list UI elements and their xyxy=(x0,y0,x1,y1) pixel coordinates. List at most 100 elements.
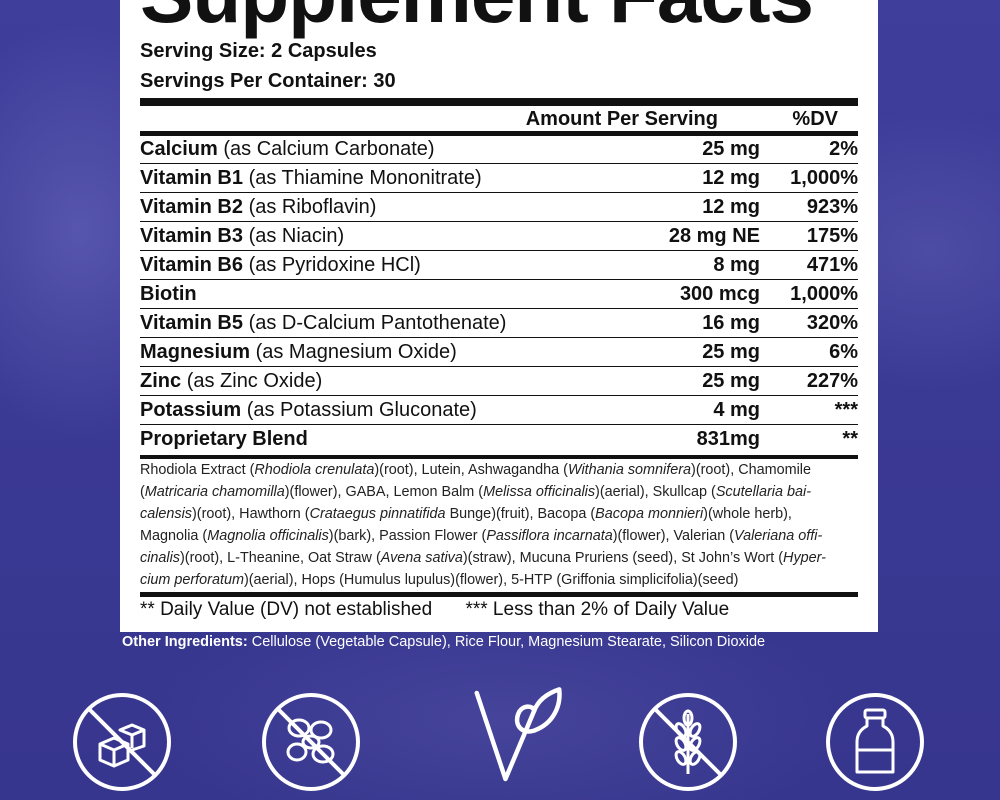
proprietary-blend-ingredients: Rhodiola Extract (Rhodiola crenulata)(ro… xyxy=(140,459,858,591)
botanical-name: cinalis xyxy=(140,550,180,566)
ingredient-text: Bunge)(fruit), Bacopa ( xyxy=(445,506,596,522)
nutrient-amount: 300 mcg xyxy=(679,283,760,305)
table-row: Vitamin B3 (as Niacin) 28 mg NE 175% xyxy=(140,222,858,251)
nutrient-name: Vitamin B3 (as Niacin) xyxy=(140,225,345,247)
nutrient-dv: 6% xyxy=(829,341,858,363)
divider-mid xyxy=(140,131,858,136)
nutrient-amount: 4 mg xyxy=(713,399,760,421)
nutrient-amount: 12 mg xyxy=(702,167,760,189)
table-row: Proprietary Blend 831mg ** xyxy=(140,425,858,453)
no-gluten-icon xyxy=(639,693,737,791)
nutrient-amount: 831mg xyxy=(696,428,760,450)
nutrient-name: Zinc (as Zinc Oxide) xyxy=(140,370,323,392)
nutrient-name: Potassium (as Potassium Gluconate) xyxy=(140,399,477,421)
nutrient-dv: 923% xyxy=(806,196,858,218)
nutrient-dv: 1,000% xyxy=(790,167,858,189)
nutrient-name: Biotin xyxy=(140,283,197,305)
ingredient-text: )(bark), Passion Flower ( xyxy=(328,528,487,544)
nutrient-name: Vitamin B2 (as Riboflavin) xyxy=(140,196,377,218)
divider-bottom xyxy=(140,592,858,597)
nutrient-source: (as Pyridoxine HCl) xyxy=(248,254,421,276)
botanical-name: Withania somnifera xyxy=(567,462,692,478)
botanical-name: Melissa officinalis xyxy=(483,484,596,500)
botanical-name: Hyper- xyxy=(783,550,826,566)
nutrient-name: Calcium (as Calcium Carbonate) xyxy=(140,138,435,160)
nutrient-name: Vitamin B5 (as D-Calcium Pantothenate) xyxy=(140,312,507,334)
ingredient-text: )(root), Lutein, Ashwagandha ( xyxy=(374,462,568,478)
ingredient-text: ( xyxy=(140,484,145,500)
nutrient-source: (as Potassium Gluconate) xyxy=(246,399,477,421)
botanical-name: Avena sativa xyxy=(380,550,463,566)
blend-line: (Matricaria chamomilla)(flower), GABA, L… xyxy=(140,481,858,503)
ingredient-text: )(aerial), Hops (Humulus lupulus)(flower… xyxy=(243,572,739,588)
dietary-icons xyxy=(0,672,1000,800)
other-ingredients-text: Cellulose (Vegetable Capsule), Rice Flou… xyxy=(247,634,766,650)
nutrient-source: (as Thiamine Mononitrate) xyxy=(248,167,482,189)
footnote-not-established: ** Daily Value (DV) not established xyxy=(140,599,433,620)
botanical-name: Passiflora incarnata xyxy=(486,528,613,544)
other-ingredients: Other Ingredients: Cellulose (Vegetable … xyxy=(122,634,765,650)
ingredient-text: )(root), Hawthorn ( xyxy=(192,506,310,522)
blend-line: cinalis)(root), L-Theanine, Oat Straw (A… xyxy=(140,547,858,569)
nutrient-dv: 1,000% xyxy=(790,283,858,305)
botanical-name: cium perforatum xyxy=(140,572,244,588)
nutrient-dv: 175% xyxy=(806,225,858,247)
ingredient-text: )(flower), Valerian ( xyxy=(612,528,734,544)
amount-header: Amount Per Serving xyxy=(525,108,718,130)
nutrient-dv: 471% xyxy=(806,254,858,276)
page-title: Supplement Facts xyxy=(140,0,814,35)
nutrient-source: (as Calcium Carbonate) xyxy=(223,138,435,160)
botanical-name: calensis xyxy=(140,506,192,522)
nutrient-source: (as Niacin) xyxy=(248,225,345,247)
botanical-name: Matricaria chamomilla xyxy=(144,484,285,500)
nutrient-amount: 28 mg NE xyxy=(668,225,760,247)
nutrient-dv: 320% xyxy=(806,312,858,334)
table-row: Vitamin B2 (as Riboflavin) 12 mg 923% xyxy=(140,193,858,222)
no-dairy-icon xyxy=(826,693,924,791)
nutrient-amount: 12 mg xyxy=(702,196,760,218)
nutrient-dv: ** xyxy=(842,428,858,450)
footnote-less-than-2: *** Less than 2% of Daily Value xyxy=(465,599,730,620)
nutrient-amount: 16 mg xyxy=(702,312,760,334)
nutrient-amount: 25 mg xyxy=(702,370,760,392)
botanical-name: Rhodiola crenulata xyxy=(254,462,375,478)
ingredient-text: )(straw), Mucuna Pruriens (seed), St Joh… xyxy=(462,550,784,566)
table-row: Calcium (as Calcium Carbonate) 25 mg 2% xyxy=(140,135,858,164)
table-row: Potassium (as Potassium Gluconate) 4 mg **… xyxy=(140,396,858,425)
nutrient-dv: 227% xyxy=(806,370,858,392)
nutrient-name: Vitamin B1 (as Thiamine Mononitrate) xyxy=(140,167,482,189)
blend-line: cium perforatum)(aerial), Hops (Humulus … xyxy=(140,569,858,591)
vegan-icon xyxy=(474,687,562,782)
nutrient-source: (as D-Calcium Pantothenate) xyxy=(248,312,507,334)
nutrient-source: (as Magnesium Oxide) xyxy=(255,341,457,363)
no-soy-icon xyxy=(262,693,360,791)
botanical-name: Bacopa monnieri xyxy=(595,506,704,522)
ingredient-text: Rhodiola Extract ( xyxy=(140,462,255,478)
supplement-facts-panel: Supplement Facts Serving Size: 2 Capsule… xyxy=(120,0,878,632)
nutrient-name: Vitamin B6 (as Pyridoxine HCl) xyxy=(140,254,421,276)
botanical-name: Crataegus pinnatifida xyxy=(309,506,446,522)
ingredient-text: )(whole herb), xyxy=(703,506,792,522)
nutrient-amount: 25 mg xyxy=(702,138,760,160)
nutrient-source: (as Riboflavin) xyxy=(248,196,377,218)
table-row: Zinc (as Zinc Oxide) 25 mg 227% xyxy=(140,367,858,396)
nutrient-table: Calcium (as Calcium Carbonate) 25 mg 2% Vit… xyxy=(140,135,858,453)
blend-line: Rhodiola Extract (Rhodiola crenulata)(ro… xyxy=(140,459,858,481)
botanical-name: Scutellaria bai- xyxy=(715,484,811,500)
serving-size: Serving Size: 2 Capsules xyxy=(140,40,377,62)
nutrient-name: Proprietary Blend xyxy=(140,428,308,450)
ingredient-text: )(aerial), Skullcap ( xyxy=(595,484,716,500)
blend-line: calensis)(root), Hawthorn (Crataegus pin… xyxy=(140,503,858,525)
nutrient-amount: 8 mg xyxy=(713,254,760,276)
nutrient-amount: 25 mg xyxy=(702,341,760,363)
botanical-name: Valeriana offi- xyxy=(734,528,823,544)
table-row: Magnesium (as Magnesium Oxide) 25 mg 6% xyxy=(140,338,858,367)
nutrient-source: (as Zinc Oxide) xyxy=(186,370,323,392)
blend-line: Magnolia (Magnolia officinalis)(bark), P… xyxy=(140,525,858,547)
ingredient-text: )(root), L-Theanine, Oat Straw ( xyxy=(180,550,381,566)
ingredient-text: )(flower), GABA, Lemon Balm ( xyxy=(284,484,484,500)
botanical-name: Magnolia officinalis xyxy=(207,528,329,544)
nutrient-name: Magnesium (as Magnesium Oxide) xyxy=(140,341,457,363)
nutrient-dv: 2% xyxy=(829,138,858,160)
footnotes: ** Daily Value (DV) not established *** … xyxy=(140,599,729,621)
